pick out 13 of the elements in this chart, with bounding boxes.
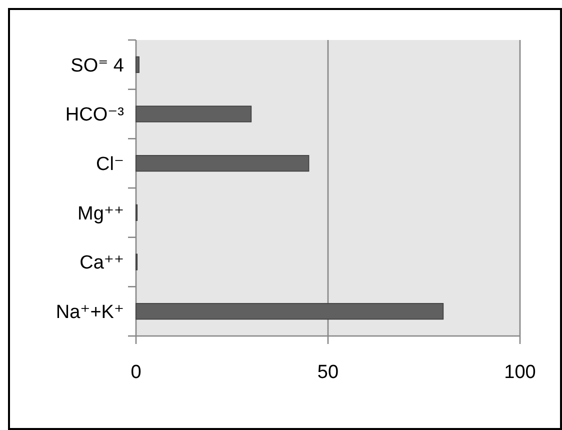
y-tick-label: SO⁼ 4 — [70, 55, 124, 76]
bar — [136, 303, 444, 320]
bar — [136, 155, 310, 172]
x-tick-label: 50 — [317, 362, 339, 383]
bar — [136, 56, 140, 73]
x-tick-label: 100 — [504, 362, 536, 383]
y-tick-label: Ca⁺⁺ — [80, 252, 124, 274]
bar — [136, 106, 252, 122]
y-tick-label: Mg⁺⁺ — [78, 203, 124, 224]
y-tick-label: HCO⁻³ — [65, 104, 124, 126]
x-tick-label: 0 — [130, 362, 142, 383]
y-tick-label: Cl⁻ — [96, 154, 124, 175]
y-tick-label: Na⁺+K⁺ — [56, 302, 124, 323]
